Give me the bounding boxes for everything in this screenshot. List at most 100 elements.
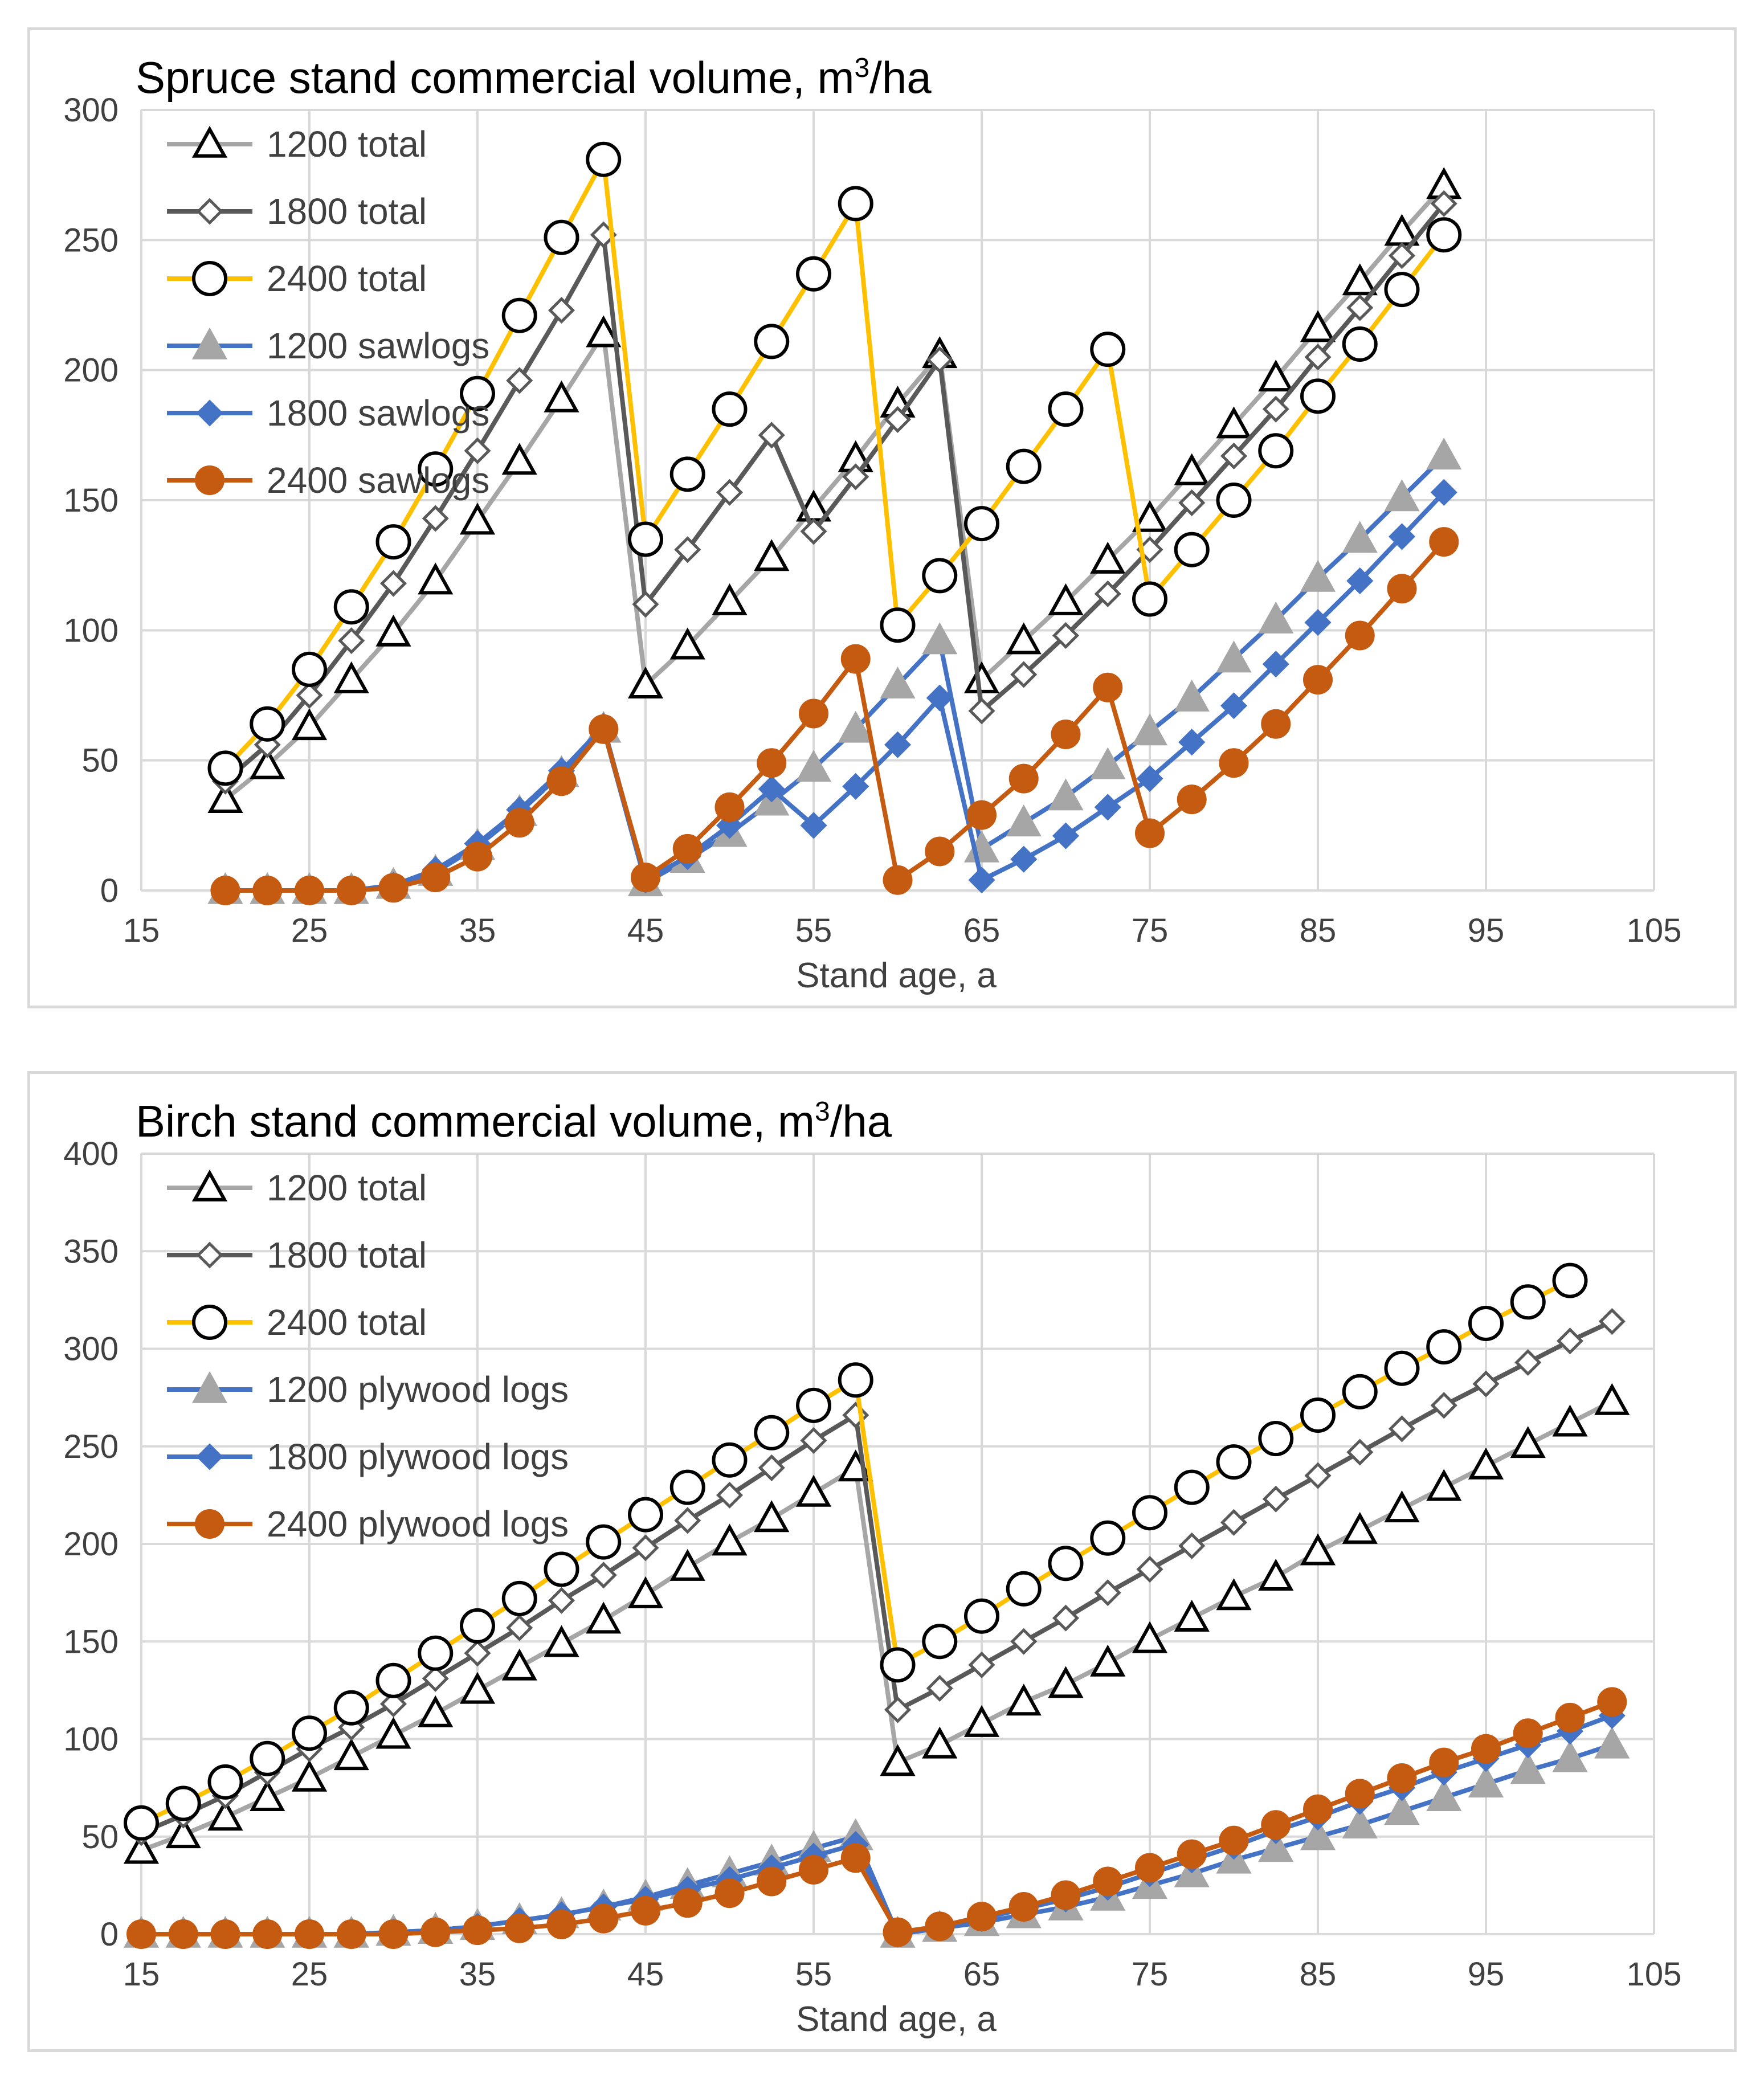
data-point: [1094, 794, 1121, 821]
data-point: [628, 1497, 663, 1533]
tick-labels: 15 25 35 45 55 65 75 85 95 105 0 50 100 150 200 250 300 3…: [63, 1135, 1681, 1993]
data-point: [1136, 765, 1163, 792]
data-point: [1552, 1262, 1588, 1298]
legend-item: 1800 total: [167, 191, 427, 232]
data-point: [1598, 1308, 1626, 1335]
data-point: [548, 1587, 575, 1614]
data-point: [1468, 1766, 1504, 1798]
data-point: [501, 443, 537, 475]
data-point: [1472, 1370, 1500, 1397]
y-tick-label: 250: [63, 1428, 119, 1465]
data-point: [1132, 1495, 1167, 1531]
data-point: [796, 1387, 831, 1423]
data-point: [1556, 1327, 1584, 1355]
data-point: [1094, 580, 1121, 607]
data-point: [1006, 1571, 1042, 1607]
data-point: [422, 505, 449, 532]
data-point: [1048, 391, 1084, 427]
data-point: [1048, 1546, 1084, 1582]
data-point: [1345, 620, 1375, 651]
data-point: [712, 391, 748, 427]
legend-item: 1800 plywood logs: [167, 1436, 569, 1477]
data-point: [922, 558, 958, 594]
legend-swatch-marker: [195, 1509, 224, 1539]
data-point: [922, 1624, 958, 1660]
data-point: [840, 1843, 871, 1873]
legend-swatch-marker: [191, 1169, 228, 1202]
y-tick-label: 200: [63, 1526, 119, 1563]
data-point: [883, 865, 913, 895]
data-point: [754, 324, 790, 359]
data-point: [1426, 1329, 1462, 1365]
data-point: [800, 518, 827, 545]
tick-labels: 15 25 35 45 55 65 75 85 95 105 0 50 100 150 200 250 300: [63, 92, 1681, 949]
legend-swatch-marker: [192, 1305, 227, 1340]
x-tick-label: 105: [1627, 1956, 1682, 1993]
data-point: [968, 867, 995, 894]
data-point: [1093, 1866, 1123, 1897]
data-point: [884, 731, 912, 758]
data-point: [1010, 845, 1038, 873]
series-2400-sawlogs: [210, 527, 1459, 905]
data-point: [295, 876, 324, 905]
data-point: [418, 1635, 454, 1671]
data-point: [1219, 1825, 1249, 1856]
data-point: [291, 1759, 328, 1792]
x-axis-label: Stand age, a: [796, 2000, 997, 2039]
legend: 1200 total 1800 total 2400 total 1200 sawlo…: [167, 124, 489, 501]
x-tick-label: 65: [963, 1956, 1001, 1993]
x-tick-label: 35: [459, 912, 496, 949]
legend-swatch-marker: [192, 261, 227, 296]
series-line: [225, 540, 1446, 893]
data-point: [672, 1888, 703, 1918]
legend-item: 1200 plywood logs: [167, 1369, 569, 1410]
data-point: [1136, 1555, 1163, 1583]
data-point: [1426, 217, 1462, 253]
data-point: [925, 836, 955, 867]
data-point: [165, 1785, 201, 1821]
data-point: [1174, 679, 1210, 712]
data-point: [926, 1674, 953, 1702]
data-point: [1220, 692, 1248, 720]
data-point: [1006, 448, 1042, 484]
legend-label: 1800 plywood logs: [267, 1436, 569, 1477]
legend-swatch-marker: [191, 1371, 228, 1403]
y-tick-label: 250: [63, 222, 119, 259]
data-point: [586, 315, 622, 348]
data-point: [295, 1919, 324, 1949]
data-point: [1052, 1604, 1080, 1632]
data-point: [378, 1919, 409, 1949]
data-point: [1261, 1810, 1291, 1840]
data-point: [669, 1469, 705, 1505]
series-2400-total: [207, 141, 1462, 786]
data-point: [1008, 763, 1039, 794]
data-point: [1090, 332, 1126, 367]
data-point: [333, 589, 369, 625]
data-point: [716, 479, 744, 506]
data-point: [207, 750, 243, 786]
data-point: [842, 463, 869, 491]
data-point: [252, 1919, 283, 1949]
data-point: [1132, 1621, 1168, 1653]
y-tick-label: 150: [63, 482, 119, 519]
data-point: [1258, 1559, 1294, 1591]
data-point: [1174, 532, 1210, 567]
data-point: [1010, 661, 1038, 688]
data-point: [375, 1662, 411, 1698]
data-point: [712, 1442, 748, 1478]
data-point: [628, 521, 663, 557]
x-tick-label: 55: [795, 912, 832, 949]
data-point: [250, 706, 285, 742]
data-point: [126, 1919, 156, 1949]
data-point: [333, 1690, 369, 1726]
x-tick-label: 15: [123, 912, 160, 949]
y-tick-label: 0: [100, 872, 119, 909]
data-point: [546, 766, 577, 796]
data-point: [124, 1805, 159, 1841]
data-point: [631, 1895, 660, 1926]
data-point: [1597, 1687, 1627, 1717]
data-point: [460, 1608, 495, 1644]
data-point: [586, 1524, 622, 1560]
data-point: [459, 1672, 496, 1704]
data-point: [207, 781, 243, 813]
